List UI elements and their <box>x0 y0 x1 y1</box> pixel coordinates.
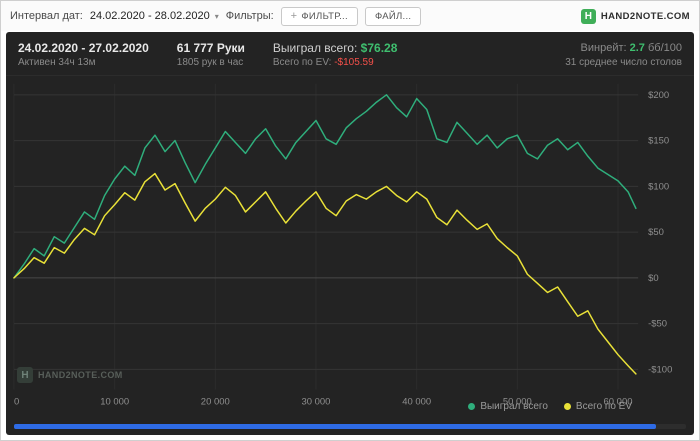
svg-text:0: 0 <box>14 395 19 406</box>
stat-date-range-value: 24.02.2020 - 27.02.2020 <box>18 41 149 55</box>
stat-hands: 61 777 Руки 1805 рук в час <box>177 40 245 69</box>
legend-label-ev: Всего по EV <box>575 401 632 412</box>
add-filter-button[interactable]: + ФИЛЬТР... <box>280 6 358 26</box>
stat-hands-value: 61 777 Руки <box>176 41 245 55</box>
winrate-label: Винрейт: <box>580 42 627 54</box>
date-interval-label: Интервал дат: <box>10 10 83 22</box>
svg-text:60 000: 60 000 <box>604 395 633 406</box>
winrate-value: 2.7 <box>629 42 645 54</box>
stats-header: 24.02.2020 - 27.02.2020 Активен 34ч 13м … <box>6 32 694 76</box>
file-button-label: ФАЙЛ... <box>374 10 412 22</box>
svg-text:40 000: 40 000 <box>402 395 431 406</box>
legend-item-winnings[interactable]: Выиграл всего <box>468 401 548 412</box>
svg-text:50 000: 50 000 <box>503 395 532 406</box>
legend-dot-winnings-icon <box>468 403 476 410</box>
legend-item-ev[interactable]: Всего по EV <box>563 401 632 412</box>
report-panel: 24.02.2020 - 27.02.2020 Активен 34ч 13м … <box>6 32 694 435</box>
chart-area: -$100 -$50 $0 $50 $100 $150 $200 0 10 000 20 000 3… <box>6 76 694 423</box>
stat-winrate: Винрейт: 2.7 бб/100 31 среднее число сто… <box>565 40 682 69</box>
stat-active-time: Активен 34ч 13м <box>18 57 96 68</box>
svg-text:$150: $150 <box>648 135 669 146</box>
hand2note-logo[interactable]: H HAND2NOTE.COM <box>580 8 690 24</box>
ev-total-value: -$105.59 <box>334 57 374 68</box>
won-total-label: Выиграл всего: <box>272 41 358 55</box>
legend-dot-ev-icon <box>563 403 571 410</box>
chart-legend: Выиграл всего Всего по EV <box>468 401 632 412</box>
date-range-select[interactable]: 24.02.2020 - 28.02.2020 ▾ <box>90 10 219 22</box>
brand-text: HAND2NOTE.COM <box>600 10 690 22</box>
winrate-unit: бб/100 <box>647 42 682 54</box>
svg-text:$0: $0 <box>648 272 659 283</box>
svg-text:30 000: 30 000 <box>302 395 331 406</box>
svg-text:$50: $50 <box>648 226 664 237</box>
svg-text:$100: $100 <box>648 180 669 191</box>
avg-tables: 31 среднее число столов <box>565 57 682 68</box>
watermark-text: HAND2NOTE.COM <box>38 370 123 380</box>
chevron-down-icon: ▾ <box>214 11 219 21</box>
stat-winnings: Выиграл всего: $76.28 Всего по EV: -$105… <box>273 40 397 69</box>
chart-canvas: -$100 -$50 $0 $50 $100 $150 $200 0 10 000 20 000 3… <box>13 83 672 406</box>
chart-watermark: H HAND2NOTE.COM <box>17 367 123 383</box>
svg-text:-$50: -$50 <box>648 318 667 329</box>
filters-label: Фильтры: <box>225 10 274 22</box>
file-button[interactable]: ФАЙЛ... <box>364 6 422 26</box>
date-range-value: 24.02.2020 - 28.02.2020 <box>89 10 210 22</box>
horizontal-scrollbar[interactable] <box>14 424 686 429</box>
ev-total-label: Всего по EV: <box>272 57 332 68</box>
hand2note-logo-icon: H <box>580 8 596 24</box>
plus-icon: + <box>290 9 298 22</box>
won-total-value: $76.28 <box>360 41 398 55</box>
top-toolbar: Интервал дат: 24.02.2020 - 28.02.2020 ▾ … <box>1 1 699 31</box>
stat-date-range: 24.02.2020 - 27.02.2020 Активен 34ч 13м <box>18 40 149 69</box>
hand2note-watermark-icon: H <box>17 367 33 383</box>
svg-text:20 000: 20 000 <box>201 395 230 406</box>
scrollbar-thumb[interactable] <box>14 424 656 429</box>
stat-hands-per-hour: 1805 рук в час <box>176 57 244 68</box>
add-filter-button-label: ФИЛЬТР... <box>301 10 348 22</box>
svg-text:-$100: -$100 <box>648 363 672 374</box>
legend-label-winnings: Выиграл всего <box>480 401 548 412</box>
svg-text:$200: $200 <box>648 89 669 100</box>
svg-text:10 000: 10 000 <box>100 395 129 406</box>
